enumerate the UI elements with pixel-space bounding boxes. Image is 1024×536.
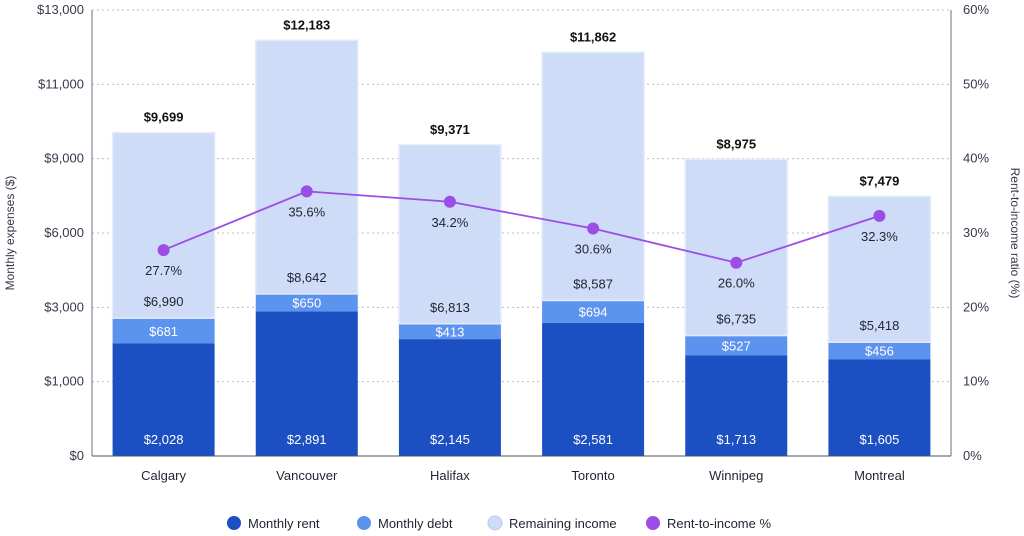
rent-value-label: $2,581 xyxy=(573,432,613,447)
y-left-tick-label: $1,000 xyxy=(44,374,84,389)
y-right-tick-label: 10% xyxy=(963,374,989,389)
rent-to-income-point xyxy=(587,222,600,235)
bar-segment-monthly-debt xyxy=(828,342,931,360)
legend-item: Monthly rent xyxy=(227,516,320,531)
y-left-tick-label: $11,000 xyxy=(38,76,84,91)
debt-value-label: $413 xyxy=(435,324,464,339)
bar-segment-monthly-debt xyxy=(398,323,501,340)
bar-segment-remaining-income xyxy=(684,158,788,337)
total-value-label: $8,975 xyxy=(716,136,756,151)
bar-segment-monthly-rent xyxy=(255,311,358,456)
bar-segment-monthly-debt xyxy=(685,335,788,356)
bar-segment-remaining-income xyxy=(398,144,502,325)
rent-value-label: $2,145 xyxy=(430,432,470,447)
debt-value-label: $527 xyxy=(722,338,751,353)
rent-to-income-point xyxy=(443,195,456,208)
legend-item: Rent-to-income % xyxy=(646,516,771,531)
rent-to-income-point xyxy=(730,256,743,269)
legend-item: Monthly debt xyxy=(357,516,453,531)
y-right-axis-title: Rent-to-income ratio (%) xyxy=(1008,168,1022,299)
y-right-tick-label: 60% xyxy=(963,2,989,17)
bar-segment-remaining-income xyxy=(255,39,359,295)
rent-to-income-line xyxy=(163,190,880,264)
debt-value-label: $681 xyxy=(149,324,178,339)
y-right-tick-label: 50% xyxy=(963,76,989,91)
remaining-income-value-label: $6,735 xyxy=(716,312,756,327)
remaining-income-value-label: $5,418 xyxy=(860,318,900,333)
y-right-tick-label: 30% xyxy=(963,225,989,240)
legend-swatch xyxy=(357,516,371,530)
legend-item: Remaining income xyxy=(487,515,617,531)
legend-label: Remaining income xyxy=(509,516,617,531)
x-category-label: Montreal xyxy=(854,468,905,483)
x-category-label: Calgary xyxy=(141,468,186,483)
rent-to-income-value-label: 30.6% xyxy=(575,242,612,257)
y-right-tick-label: 40% xyxy=(963,151,989,166)
bar-segment-monthly-debt xyxy=(112,318,215,344)
bar-segment-monthly-debt xyxy=(255,293,358,312)
bar-segment-monthly-rent xyxy=(685,355,788,456)
legend-swatch xyxy=(487,515,503,531)
bar-segment-monthly-debt xyxy=(542,300,645,323)
legend-label: Monthly rent xyxy=(248,516,320,531)
bar-segment-remaining-income xyxy=(541,51,645,302)
bar-segment-monthly-rent xyxy=(828,359,931,456)
y-left-tick-label: $0 xyxy=(70,448,84,463)
debt-value-label: $650 xyxy=(292,296,321,311)
y-left-tick-label: $9,000 xyxy=(44,151,84,166)
x-category-label: Halifax xyxy=(430,468,470,483)
y-right-tick-label: 0% xyxy=(963,448,982,463)
rent-to-income-value-label: 26.0% xyxy=(718,276,755,291)
y-right-tick-label: 20% xyxy=(963,299,989,314)
x-category-label: Winnipeg xyxy=(709,468,763,483)
rent-to-income-value-label: 32.3% xyxy=(861,229,898,244)
rent-to-income-value-label: 34.2% xyxy=(431,215,468,230)
y-left-tick-label: $13,000 xyxy=(37,2,84,17)
rent-value-label: $1,605 xyxy=(860,432,900,447)
rent-to-income-value-label: 27.7% xyxy=(145,263,182,278)
total-value-label: $9,371 xyxy=(430,122,470,137)
bar-segment-monthly-rent xyxy=(542,322,645,456)
total-value-label: $11,862 xyxy=(570,29,616,44)
remaining-income-value-label: $8,587 xyxy=(573,277,613,292)
total-value-label: $9,699 xyxy=(144,110,184,125)
bar-segment-remaining-income xyxy=(111,131,216,319)
legend-label: Monthly debt xyxy=(378,516,453,531)
y-left-axis-title: Monthly expenses ($) xyxy=(3,176,17,291)
debt-value-label: $456 xyxy=(865,344,894,359)
bar-segment-monthly-rent xyxy=(398,339,501,456)
rent-value-label: $2,028 xyxy=(144,432,184,447)
rent-to-income-value-label: 35.6% xyxy=(288,204,325,219)
rent-value-label: $1,713 xyxy=(716,432,756,447)
rent-value-label: $2,891 xyxy=(287,432,327,447)
legend-swatch xyxy=(227,516,241,530)
remaining-income-value-label: $8,642 xyxy=(287,270,327,285)
debt-value-label: $694 xyxy=(579,305,608,320)
x-category-label: Vancouver xyxy=(276,468,338,483)
y-left-tick-label: $3,000 xyxy=(44,299,84,314)
bar-segment-monthly-rent xyxy=(112,343,215,456)
legend-label: Rent-to-income % xyxy=(667,516,771,531)
total-value-label: $7,479 xyxy=(860,173,900,188)
legend-swatch xyxy=(646,516,660,530)
rent-to-income-point xyxy=(157,244,170,257)
rent-to-income-point xyxy=(300,185,313,198)
rent-to-income-point xyxy=(873,209,886,222)
remaining-income-value-label: $6,990 xyxy=(144,294,184,309)
remaining-income-value-label: $6,813 xyxy=(430,300,470,315)
x-category-label: Toronto xyxy=(571,468,614,483)
total-value-label: $12,183 xyxy=(283,17,330,32)
y-left-tick-label: $6,000 xyxy=(44,225,84,240)
